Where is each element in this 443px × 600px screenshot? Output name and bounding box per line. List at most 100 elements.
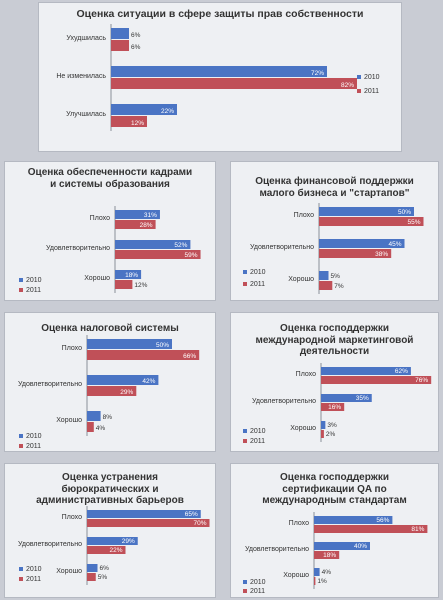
- data-label: 42%: [142, 378, 155, 385]
- data-label: 6%: [131, 44, 141, 51]
- bar-2011: [319, 249, 392, 258]
- bar-2010: [87, 339, 172, 349]
- category-label: Плохо: [62, 514, 82, 521]
- data-label: 76%: [415, 377, 428, 384]
- chart-svg: Плохо 56% 81% Удовлетворительно 40% 18% Хорошо…: [243, 512, 428, 595]
- chart-panel-financial-support: Оценка финансовой поддержки малого бизне…: [230, 161, 439, 301]
- data-label: 6%: [131, 32, 141, 39]
- data-label: 29%: [122, 538, 135, 545]
- category-label: Удовлетворительно: [245, 546, 309, 553]
- data-label: 16%: [328, 404, 341, 411]
- legend-swatch-2011: [243, 589, 247, 593]
- data-label: 50%: [398, 209, 411, 216]
- legend-swatch-2011: [19, 288, 23, 292]
- legend-label: 2011: [26, 287, 41, 294]
- data-label: 59%: [185, 252, 198, 259]
- chart-svg: Плохо 50% 66% Удовлетворительно 42% 29% Хорошо…: [18, 335, 200, 450]
- data-label: 50%: [156, 342, 169, 349]
- category-label: Хорошо: [288, 276, 314, 283]
- legend-swatch-2010: [19, 567, 23, 571]
- legend-label: 2010: [26, 566, 42, 573]
- chart-svg: Плохо 50% 55% Удовлетворительно 45%38% Хорошо…: [243, 203, 424, 294]
- bar-2010: [319, 207, 414, 216]
- bar-2011: [87, 350, 200, 360]
- data-label: 45%: [388, 241, 401, 248]
- bar-2010: [111, 104, 177, 115]
- legend-label: 2010: [250, 579, 266, 586]
- bar-2010: [314, 542, 370, 550]
- chart-title: Оценка ситуации в сфере защиты прав собс…: [76, 8, 364, 20]
- data-label: 55%: [407, 219, 420, 226]
- data-label: 18%: [125, 272, 138, 279]
- data-label: 56%: [376, 517, 389, 524]
- bar-2010: [321, 394, 372, 402]
- data-label: 3%: [327, 422, 337, 429]
- bar-2011: [314, 577, 316, 585]
- legend-label: 2010: [26, 433, 42, 440]
- chart-panel-tax-system: Оценка налоговой системы Плохо 50% 66% Удов…: [4, 312, 216, 452]
- bar-2011: [111, 78, 357, 89]
- chart-title: Оценка устранения бюрократических и адми…: [36, 472, 184, 506]
- category-label: Удовлетворительно: [250, 244, 314, 251]
- data-label: 62%: [395, 368, 408, 375]
- bar-2010: [87, 564, 98, 572]
- data-label: 7%: [334, 283, 344, 290]
- bar-2011: [321, 403, 345, 411]
- data-label: 12%: [134, 282, 147, 289]
- category-label: Хорошо: [56, 417, 82, 424]
- category-label: Хорошо: [84, 275, 110, 282]
- bar-2010: [87, 375, 159, 385]
- data-label: 66%: [183, 353, 196, 360]
- category-label: Удовлетворительно: [18, 541, 82, 548]
- bar-2010: [111, 66, 327, 77]
- legend-label: 2011: [250, 438, 265, 445]
- bar-2010: [314, 568, 320, 576]
- bar-2010: [115, 270, 142, 279]
- category-label: Плохо: [294, 212, 314, 219]
- legend-label: 2010: [364, 74, 380, 81]
- category-label: Хорошо: [56, 568, 82, 575]
- data-label: 82%: [341, 82, 354, 89]
- bar-2011: [87, 519, 210, 527]
- bar-2010: [319, 239, 405, 248]
- legend-swatch-2011: [243, 282, 247, 286]
- legend-swatch-2010: [243, 270, 247, 274]
- data-label: 6%: [100, 565, 110, 572]
- chart-panel-education: Оценка обеспеченности кадрами и системы …: [4, 161, 216, 301]
- category-label: Плохо: [289, 520, 309, 527]
- bar-2011: [314, 551, 340, 559]
- chart-panel-bureaucracy: Оценка устранения бюрократических и адми…: [4, 463, 216, 598]
- legend-label: 2011: [250, 588, 265, 595]
- legend-swatch-2010: [243, 429, 247, 433]
- chart-svg: Плохо 65% 70% Удовлетворительно 29%22% Хорошо…: [18, 506, 210, 585]
- bar-2010: [111, 28, 129, 39]
- data-label: 22%: [109, 547, 122, 554]
- bar-2010: [87, 411, 101, 421]
- bar-2011: [115, 280, 133, 289]
- legend-label: 2011: [26, 576, 41, 583]
- legend-swatch-2011: [243, 439, 247, 443]
- bar-2011: [115, 220, 156, 229]
- data-label: 4%: [96, 425, 106, 432]
- bar-2010: [87, 510, 201, 518]
- bar-2011: [111, 40, 129, 51]
- category-label: Улучшилась: [66, 111, 106, 118]
- data-label: 1%: [317, 578, 327, 585]
- bar-2011: [319, 217, 424, 226]
- legend-swatch-2011: [19, 577, 23, 581]
- data-label: 70%: [193, 520, 206, 527]
- data-label: 5%: [331, 273, 341, 280]
- legend-label: 2010: [250, 269, 266, 276]
- chart-svg: Плохо 62% 76% Удовлетворительно 35% 16% Хорошо…: [243, 363, 432, 445]
- data-label: 22%: [161, 108, 174, 115]
- bar-2010: [321, 421, 326, 429]
- chart-panel-property-rights: Оценка ситуации в сфере защиты прав собс…: [38, 2, 402, 152]
- bar-2010: [87, 537, 138, 545]
- category-label: Хорошо: [283, 572, 309, 579]
- chart-title: Оценка господдержки сертификации QA по м…: [262, 472, 407, 506]
- category-label: Удовлетворительно: [18, 381, 82, 388]
- bar-2010: [115, 240, 191, 249]
- bar-2011: [115, 250, 201, 259]
- legend-swatch-2010: [19, 278, 23, 282]
- bar-2011: [87, 573, 96, 581]
